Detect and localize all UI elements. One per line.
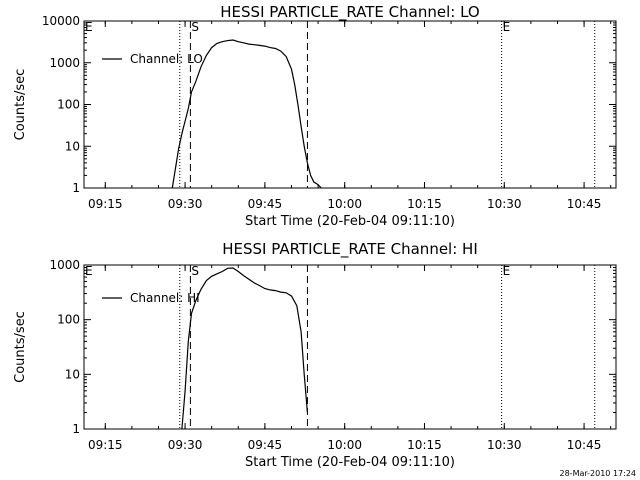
x-tick-label: 10:45: [567, 197, 602, 211]
y-tick-label: 100: [57, 313, 80, 327]
y-axis-label: Counts/sec: [13, 69, 28, 141]
x-tick-label: 10:15: [407, 438, 442, 452]
x-tick-label: 10:45: [567, 438, 602, 452]
y-tick-label: 1000: [49, 258, 80, 272]
marker-label: E: [503, 20, 511, 34]
x-axis-label: Start Time (20-Feb-04 09:11:10): [245, 455, 455, 470]
y-tick-label: 1: [72, 181, 80, 195]
x-tick-label: 09:15: [88, 438, 123, 452]
chart-panel-lo: HESSI PARTICLE_RATE Channel: LO 09:15 09:3…: [13, 3, 617, 229]
chart-title: HESSI PARTICLE_RATE Channel: HI: [222, 240, 478, 259]
marker-label: E: [85, 264, 93, 278]
x-tick-label: 10:30: [487, 197, 522, 211]
legend-entry: Channel: LO: [130, 52, 203, 66]
x-tick-label: 10:15: [407, 197, 442, 211]
chart-panel-hi: HESSI PARTICLE_RATE Channel: HI 09:15 09:3…: [13, 240, 617, 470]
x-tick-label: 09:45: [248, 438, 283, 452]
y-axis-label: Counts/sec: [13, 311, 28, 383]
x-tick-label: 10:00: [327, 197, 362, 211]
x-tick-label: 09:30: [168, 197, 203, 211]
marker-label: S: [191, 20, 199, 34]
marker-label: E: [85, 20, 93, 34]
y-tick-label: 10: [65, 367, 80, 381]
date-stamp: 28-Mar-2010 17:24: [560, 469, 637, 478]
x-tick-label: 09:45: [248, 197, 283, 211]
marker-label: E: [503, 264, 511, 278]
x-tick-label: 09:30: [168, 438, 203, 452]
x-tick-label: 10:00: [327, 438, 362, 452]
y-tick-label: 1000: [49, 56, 80, 70]
x-tick-label: 09:15: [88, 197, 123, 211]
series-line: [171, 39, 322, 188]
y-tick-label: 100: [57, 98, 80, 112]
chart-title: HESSI PARTICLE_RATE Channel: LO: [220, 3, 479, 22]
y-tick-label: 1: [72, 422, 80, 436]
marker-label: S: [191, 264, 199, 278]
plot-frame: [83, 264, 617, 430]
legend-entry: Channel: HI: [130, 291, 200, 305]
x-tick-label: 10:30: [487, 438, 522, 452]
y-tick-label: 10000: [42, 14, 80, 28]
y-tick-label: 10: [65, 139, 80, 153]
plot-frame: [83, 20, 617, 189]
series-line: [181, 267, 308, 429]
x-axis-label: Start Time (20-Feb-04 09:11:10): [245, 214, 455, 229]
